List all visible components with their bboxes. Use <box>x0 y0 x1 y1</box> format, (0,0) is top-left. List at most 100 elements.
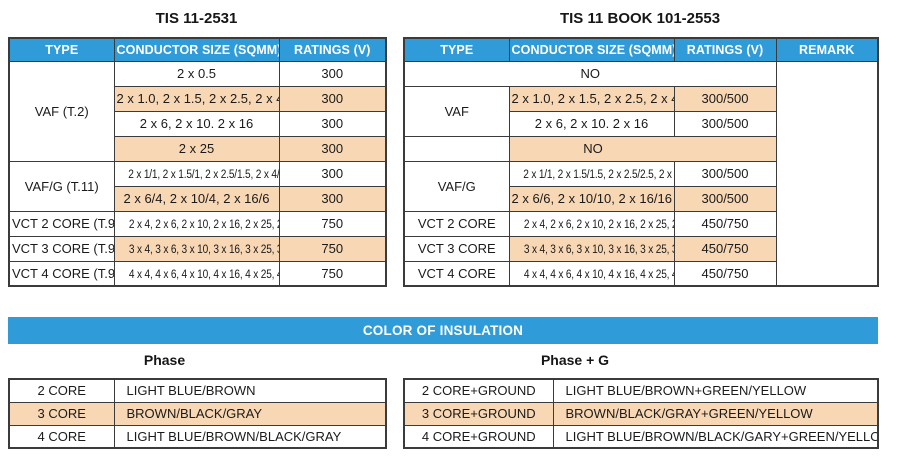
table-row: 4 CORE+GROUND LIGHT BLUE/BROWN/BLACK/GAR… <box>403 424 879 449</box>
table-row: NO <box>403 135 878 162</box>
table-row: VCT 2 CORE 2 x 4, 2 x 6, 2 x 10, 2 x 16,… <box>403 210 878 237</box>
table-row: 2 x 6/4, 2 x 10/4, 2 x 16/6 300 <box>9 185 387 212</box>
col-header-type: TYPE <box>403 37 510 62</box>
type-cell: VAF <box>403 85 510 137</box>
type-cell: VCT 4 CORE <box>403 260 510 287</box>
table-row: VCT 4 CORE (T.9) 4 x 4, 4 x 6, 4 x 10, 4… <box>8 260 387 287</box>
colors-cell: BROWN/BLACK/GRAY+GREEN/YELLOW <box>552 401 879 426</box>
rating-cell: 300 <box>278 85 387 112</box>
size-cell: 3 x 4, 3 x 6, 3 x 10, 3 x 16, 3 x 25, 3 … <box>508 235 675 262</box>
table-header-row: TYPE CONDUCTOR SIZE (SQMM) RATINGS (V) R… <box>403 37 879 62</box>
table-row: 2 x 1.0, 2 x 1.5, 2 x 2.5, 2 x 4 300 <box>9 85 387 112</box>
table-row: NO <box>403 60 879 287</box>
size-cell: 2 x 1/1, 2 x 1.5/1.5, 2 x 2.5/2.5, 2 x 4… <box>508 160 675 187</box>
type-cell: VAF/G <box>403 160 510 212</box>
rating-cell: 450/750 <box>673 235 777 262</box>
table-header-row: TYPE CONDUCTOR SIZE (SQMM) RATINGS (V) <box>8 37 387 62</box>
size-cell: 2 x 4, 2 x 6, 2 x 10, 2 x 16, 2 x 25, 2 … <box>113 210 280 237</box>
phase-g-label: Phase + G <box>540 352 610 368</box>
size-cell: 2 x 1/1, 2 x 1.5/1, 2 x 2.5/1.5, 2 x 4/2… <box>113 160 280 187</box>
type-cell: VCT 3 CORE (T.9) <box>8 235 115 262</box>
table-row: VAF 2 x 1.0, 2 x 1.5, 2 x 2.5, 2 x 4 300… <box>403 85 878 137</box>
size-cell: 4 x 4, 4 x 6, 4 x 10, 4 x 16, 4 x 25, 4 … <box>113 260 280 287</box>
type-cell: VAF/G (T.11) <box>8 160 115 212</box>
size-cell: 2 x 6, 2 x 10. 2 x 16 <box>113 110 280 137</box>
rating-cell: 450/750 <box>673 260 777 287</box>
size-cell: 2 x 1.0, 2 x 1.5, 2 x 2.5, 2 x 4 <box>508 85 675 112</box>
rating-cell: 300/500 <box>673 160 777 187</box>
type-cell: VAF (T.2) <box>8 60 115 162</box>
size-cell: 2 x 4, 2 x 6, 2 x 10, 2 x 16, 2 x 25, 2 … <box>508 210 675 237</box>
remark-cell <box>775 60 879 287</box>
rating-cell: 300/500 <box>673 85 777 112</box>
table-row: VAF/G (T.11) 2 x 1/1, 2 x 1.5/1, 2 x 2.5… <box>8 160 387 212</box>
no-cell: NO <box>403 60 777 87</box>
size-cell: 4 x 4, 4 x 6, 4 x 10, 4 x 16, 4 x 25, 4 … <box>508 260 675 287</box>
core-cell: 2 CORE <box>8 378 115 403</box>
type-cell: VCT 2 CORE <box>403 210 510 237</box>
core-cell: 2 CORE+GROUND <box>403 378 554 403</box>
size-cell: 2 x 1.0, 2 x 1.5, 2 x 2.5, 2 x 4 <box>113 85 280 112</box>
table-row: VCT 3 CORE (T.9) 3 x 4, 3 x 6, 3 x 10, 3… <box>8 235 387 262</box>
table-row: 4 CORE LIGHT BLUE/BROWN/BLACK/GRAY <box>8 424 387 449</box>
type-cell: VCT 4 CORE (T.9) <box>8 260 115 287</box>
phase-label: Phase <box>143 352 186 368</box>
col-header-conductor-size: CONDUCTOR SIZE (SQMM) <box>508 37 675 62</box>
rating-cell: 300 <box>278 110 387 137</box>
phase-g-color-table: 2 CORE+GROUND LIGHT BLUE/BROWN+GREEN/YEL… <box>403 378 879 449</box>
type-cell-empty <box>403 135 510 162</box>
col-header-ratings: RATINGS (V) <box>278 37 387 62</box>
size-cell: 3 x 4, 3 x 6, 3 x 10, 3 x 16, 3 x 25, 3 … <box>113 235 280 262</box>
col-header-ratings: RATINGS (V) <box>673 37 777 62</box>
colors-cell: LIGHT BLUE/BROWN+GREEN/YELLOW <box>552 378 879 403</box>
type-cell: VCT 3 CORE <box>403 235 510 262</box>
rating-cell: 750 <box>278 260 387 287</box>
col-header-remark: REMARK <box>775 37 879 62</box>
rating-cell: 300 <box>278 60 387 87</box>
table-row: 2 CORE LIGHT BLUE/BROWN <box>8 378 387 403</box>
rating-cell: 750 <box>278 235 387 262</box>
size-cell: 2 x 6, 2 x 10. 2 x 16 <box>508 110 675 137</box>
right-table-title: TIS 11 BOOK 101-2553 <box>559 10 721 27</box>
type-cell: VCT 2 CORE (T.9) <box>8 210 115 237</box>
size-cell: 2 x 0.5 <box>113 60 280 87</box>
col-header-type: TYPE <box>8 37 115 62</box>
col-header-conductor-size: CONDUCTOR SIZE (SQMM) <box>113 37 280 62</box>
table-row: 3 CORE BROWN/BLACK/GRAY <box>8 401 387 426</box>
spec-table-tis-11-2531: TYPE CONDUCTOR SIZE (SQMM) RATINGS (V) V… <box>8 37 387 287</box>
rating-cell: 450/750 <box>673 210 777 237</box>
rating-cell: 300/500 <box>673 110 777 137</box>
table-row: 2 x 25 300 <box>9 135 387 162</box>
rating-cell: 300 <box>278 135 387 162</box>
size-cell: 2 x 6/6, 2 x 10/10, 2 x 16/16 <box>508 185 675 212</box>
core-cell: 4 CORE+GROUND <box>403 424 554 449</box>
no-cell: NO <box>508 135 777 162</box>
colors-cell: LIGHT BLUE/BROWN <box>113 378 387 403</box>
color-of-insulation-banner: COLOR OF INSULATION <box>8 317 878 344</box>
left-table-title: TIS 11-2531 <box>155 10 238 27</box>
table-row: 2 x 6/6, 2 x 10/10, 2 x 16/16 300/500 <box>404 185 878 212</box>
core-cell: 4 CORE <box>8 424 115 449</box>
size-cell: 2 x 25 <box>113 135 280 162</box>
core-cell: 3 CORE+GROUND <box>403 401 554 426</box>
core-cell: 3 CORE <box>8 401 115 426</box>
rating-cell: 300 <box>278 160 387 187</box>
colors-cell: LIGHT BLUE/BROWN/BLACK/GRAY <box>113 424 387 449</box>
colors-cell: LIGHT BLUE/BROWN/BLACK/GARY+GREEN/YELLOW <box>552 424 879 449</box>
rating-cell: 300 <box>278 185 387 212</box>
table-row: VAF/G 2 x 1/1, 2 x 1.5/1.5, 2 x 2.5/2.5,… <box>403 160 878 212</box>
table-row: VCT 3 CORE 3 x 4, 3 x 6, 3 x 10, 3 x 16,… <box>403 235 878 262</box>
size-cell: 2 x 6/4, 2 x 10/4, 2 x 16/6 <box>113 185 280 212</box>
table-row: 2 x 6, 2 x 10. 2 x 16 300/500 <box>404 110 878 137</box>
colors-cell: BROWN/BLACK/GRAY <box>113 401 387 426</box>
spec-table-tis-11-book-101-2553: TYPE CONDUCTOR SIZE (SQMM) RATINGS (V) R… <box>403 37 879 287</box>
table-row: VAF (T.2) 2 x 0.5 300 <box>8 60 387 162</box>
rating-cell: 300/500 <box>673 185 777 212</box>
table-row: VCT 2 CORE (T.9) 2 x 4, 2 x 6, 2 x 10, 2… <box>8 210 387 237</box>
table-row: 3 CORE+GROUND BROWN/BLACK/GRAY+GREEN/YEL… <box>403 401 879 426</box>
table-row: VCT 4 CORE 4 x 4, 4 x 6, 4 x 10, 4 x 16,… <box>403 260 878 287</box>
table-row: 2 CORE+GROUND LIGHT BLUE/BROWN+GREEN/YEL… <box>403 378 879 403</box>
rating-cell: 750 <box>278 210 387 237</box>
phase-color-table: 2 CORE LIGHT BLUE/BROWN 3 CORE BROWN/BLA… <box>8 378 387 449</box>
